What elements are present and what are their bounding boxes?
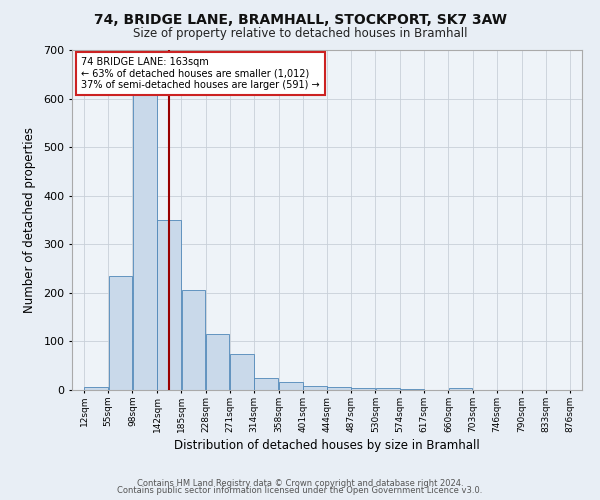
- Bar: [279, 382, 302, 390]
- Bar: [206, 334, 229, 390]
- Bar: [133, 89, 157, 390]
- Bar: [182, 290, 205, 390]
- Bar: [109, 276, 132, 390]
- X-axis label: Distribution of detached houses by size in Bramhall: Distribution of detached houses by size …: [174, 439, 480, 452]
- Text: 74, BRIDGE LANE, BRAMHALL, STOCKPORT, SK7 3AW: 74, BRIDGE LANE, BRAMHALL, STOCKPORT, SK…: [94, 12, 506, 26]
- Text: Contains public sector information licensed under the Open Government Licence v3: Contains public sector information licen…: [118, 486, 482, 495]
- Bar: [230, 354, 254, 390]
- Bar: [327, 387, 351, 390]
- Y-axis label: Number of detached properties: Number of detached properties: [23, 127, 36, 313]
- Bar: [254, 378, 278, 390]
- Text: Size of property relative to detached houses in Bramhall: Size of property relative to detached ho…: [133, 28, 467, 40]
- Text: Contains HM Land Registry data © Crown copyright and database right 2024.: Contains HM Land Registry data © Crown c…: [137, 478, 463, 488]
- Bar: [400, 388, 424, 390]
- Bar: [157, 220, 181, 390]
- Bar: [352, 388, 375, 390]
- Bar: [449, 388, 472, 390]
- Bar: [376, 388, 400, 390]
- Text: 74 BRIDGE LANE: 163sqm
← 63% of detached houses are smaller (1,012)
37% of semi-: 74 BRIDGE LANE: 163sqm ← 63% of detached…: [81, 58, 320, 90]
- Bar: [303, 386, 327, 390]
- Bar: [85, 386, 108, 390]
